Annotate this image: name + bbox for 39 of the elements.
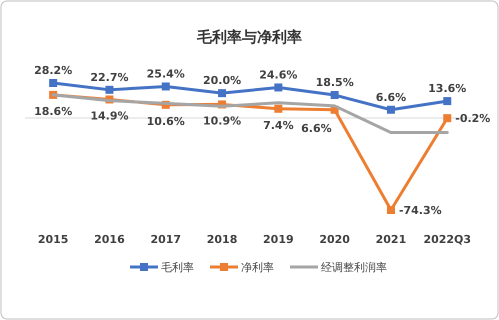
data-label: 18.6% — [34, 104, 72, 118]
x-tick-label: 2022Q3 — [423, 233, 472, 246]
point — [218, 89, 226, 98]
data-label: -74.3% — [398, 204, 442, 217]
chart-title: 毛利率与净利率 — [196, 28, 302, 46]
data-label: 7.4% — [263, 118, 294, 132]
point — [274, 83, 282, 92]
data-label: 10.9% — [202, 114, 242, 128]
data-label: 18.5% — [316, 76, 354, 90]
legend-label: 经调整利润率 — [321, 261, 387, 274]
x-tick-label: 2015 — [38, 233, 68, 246]
data-label: 28.2% — [34, 64, 72, 77]
data-label: 13.6% — [428, 82, 466, 96]
legend-label: 毛利率 — [161, 261, 194, 274]
point — [49, 79, 58, 87]
point — [105, 86, 114, 94]
x-tick-label: 2019 — [263, 233, 294, 246]
legend-label: 净利率 — [241, 261, 274, 274]
x-tick-label: 2017 — [150, 233, 182, 246]
point — [443, 97, 452, 106]
point — [386, 106, 395, 114]
data-label: 14.9% — [90, 109, 129, 122]
point — [274, 104, 282, 113]
data-label: 6.6% — [376, 90, 406, 104]
data-label: 22.7% — [90, 70, 129, 84]
data-label: -0.2% — [455, 112, 490, 126]
point — [162, 82, 170, 90]
x-tick-label: 2018 — [206, 233, 238, 246]
x-tick-label: 2016 — [94, 233, 126, 246]
x-tick-label: 2021 — [376, 233, 406, 246]
data-label: 24.6% — [259, 68, 298, 82]
point — [386, 206, 395, 214]
point — [330, 91, 339, 100]
x-tick-label: 2020 — [319, 233, 350, 246]
data-label: 10.6% — [146, 114, 185, 128]
data-label: 25.4% — [146, 67, 185, 80]
data-label: 20.0% — [202, 74, 242, 88]
point — [443, 114, 452, 122]
data-label: 6.6% — [301, 122, 332, 135]
